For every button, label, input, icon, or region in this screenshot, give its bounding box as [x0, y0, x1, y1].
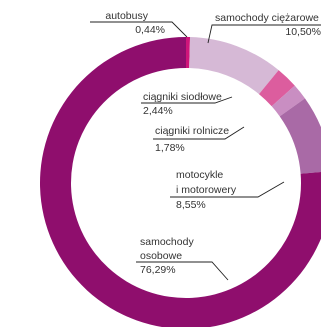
slice-value-autobusy: 0,44%	[135, 24, 165, 36]
slice-label-motocykle-i-motorowery-line-1: motocykle	[176, 169, 223, 181]
slice-ciagniki-rolnicze	[271, 85, 305, 117]
slice-ciagniki-siodlowe	[258, 70, 295, 107]
slice-value-motocykle-i-motorowery: 8,55%	[176, 199, 206, 211]
leader-lines	[90, 21, 321, 281]
slice-label-motocykle-i-motorowery-line-2: i motorowery	[176, 184, 237, 196]
slice-autobusy	[186, 37, 191, 69]
slice-value-samochody-osobowe: 76,29%	[140, 264, 176, 276]
slice-samochody-ciezarowe	[189, 37, 279, 95]
slice-label-samochody-osobowe-line-1: samochody	[140, 236, 194, 248]
slice-labels: autobusy 0,44% samochody ciężarowe 10,50% ci…	[105, 10, 321, 276]
leader-line-autobusy	[90, 21, 188, 38]
slice-label-ciagniki-rolnicze: ciągniki rolnicze	[155, 125, 229, 137]
leader-line-ciagniki-siodlowe	[141, 96, 233, 104]
slice-label-samochody-osobowe-line-2: osobowe	[140, 250, 182, 262]
slice-value-samochody-ciezarowe: 10,50%	[285, 26, 321, 38]
leader-line-ciagniki-rolnicze	[153, 126, 245, 140]
slice-value-ciagniki-siodlowe: 2,44%	[143, 105, 173, 117]
slice-value-ciagniki-rolnicze: 1,78%	[155, 142, 185, 154]
slice-motocykle-i-motorowery	[279, 98, 321, 174]
leader-line-samochody-osobowe	[136, 261, 229, 281]
leader-line-samochody-ciezarowe	[207, 24, 321, 44]
slice-label-autobusy: autobusy	[105, 10, 148, 22]
leader-line-motocykle-i-motorowery	[170, 181, 285, 198]
slice-label-samochody-ciezarowe: samochody ciężarowe	[215, 12, 319, 24]
donut-slices	[40, 37, 321, 327]
slice-label-ciagniki-siodlowe: ciągniki siodłowe	[143, 91, 222, 103]
